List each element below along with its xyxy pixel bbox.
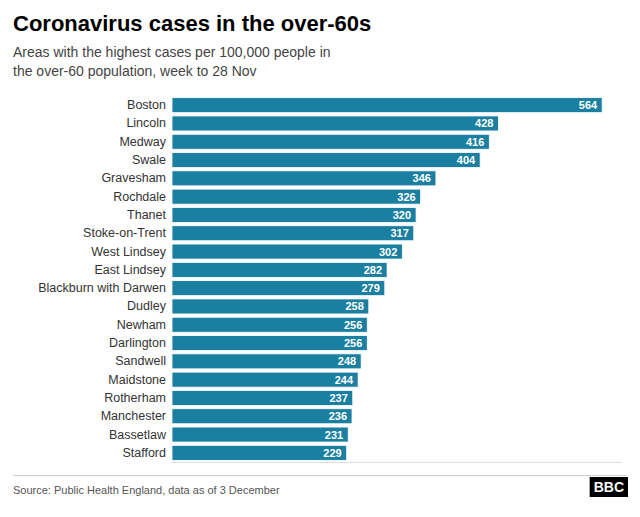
bar [172,244,402,259]
y-tick-label: West Lindsey [91,245,167,259]
data-label: 244 [335,374,354,386]
data-label: 279 [361,282,379,294]
data-label: 229 [323,447,341,459]
bar [172,317,367,332]
logo: BBC [590,477,628,497]
y-tick-label: Darlington [109,336,166,350]
y-tick-label: Rotherham [104,391,166,405]
title: Coronavirus cases in the over-60s [13,11,371,36]
bar [172,134,489,149]
bar [172,262,387,277]
y-tick-label: Stafford [122,446,166,460]
data-label: 346 [413,172,431,184]
data-label: 416 [466,136,484,148]
y-tick-label: Gravesham [101,171,166,185]
y-tick-label: Boston [127,98,166,112]
logo-box [590,477,628,497]
subtitle: Areas with the highest cases per 100,000… [13,44,331,79]
data-label: 248 [338,355,356,367]
data-label: 317 [390,227,408,239]
x-axis-line [172,462,622,463]
logo-text: BBC [594,479,624,495]
bar [172,98,602,113]
data-label: 237 [329,392,347,404]
bar [172,226,414,241]
bar [172,116,498,131]
y-tick-label: Sandwell [115,354,166,368]
bar [172,390,353,405]
bar [172,299,369,314]
bar [172,427,348,442]
bar [172,372,358,387]
data-label: 404 [457,154,476,166]
y-axis: Stafford Bassetlaw Manchester Rotherham Maid… [38,98,167,460]
y-tick-label: Thanet [127,208,166,222]
data-label: 564 [579,99,598,111]
data-labels: 229 231 236 237 244 248 256 256 258 279 282 302 317 3… [323,99,598,459]
y-tick-label: Newham [117,318,166,332]
bar [172,336,367,351]
y-tick-label: Swale [132,153,166,167]
data-label: 258 [345,300,363,312]
y-tick-label: East Lindsey [94,263,166,277]
bar [172,445,347,460]
data-label: 256 [344,319,362,331]
bar [172,189,421,204]
y-tick-label: Maidstone [108,373,166,387]
separator [13,475,627,476]
bar [172,354,361,369]
data-label: 428 [475,117,493,129]
data-label: 326 [397,191,415,203]
y-tick-label: Blackburn with Darwen [38,281,166,295]
y-tick-label: Lincoln [126,116,166,130]
y-tick-label: Rochdale [113,190,166,204]
background [0,0,640,517]
bar [172,281,385,296]
data-label: 231 [325,429,343,441]
bar [172,153,480,168]
bars [172,98,602,461]
y-tick-label: Medway [119,135,166,149]
bar [172,171,436,186]
data-label: 302 [379,246,397,258]
y-tick-label: Bassetlaw [109,428,167,442]
subtitle-line: the over-60 population, week to 28 Nov [13,63,257,79]
y-tick-label: Stoke-on-Trent [83,226,166,240]
page: {"chart_data": {"type": "bar", "orientat… [0,0,640,517]
bar [172,409,352,424]
data-label: 256 [344,337,362,349]
chart-svg: Coronavirus cases in the over-60s Areas w… [0,0,640,517]
y-tick-label: Manchester [101,409,166,423]
data-label: 282 [364,264,382,276]
bar [172,207,416,222]
data-label: 236 [329,410,347,422]
data-label: 320 [393,209,411,221]
chart-container: Coronavirus cases in the over-60s Areas w… [0,0,640,517]
source: Source: Public Health England, data as o… [13,484,280,496]
subtitle-line: Areas with the highest cases per 100,000… [13,44,331,60]
y-tick-label: Dudley [127,299,167,313]
